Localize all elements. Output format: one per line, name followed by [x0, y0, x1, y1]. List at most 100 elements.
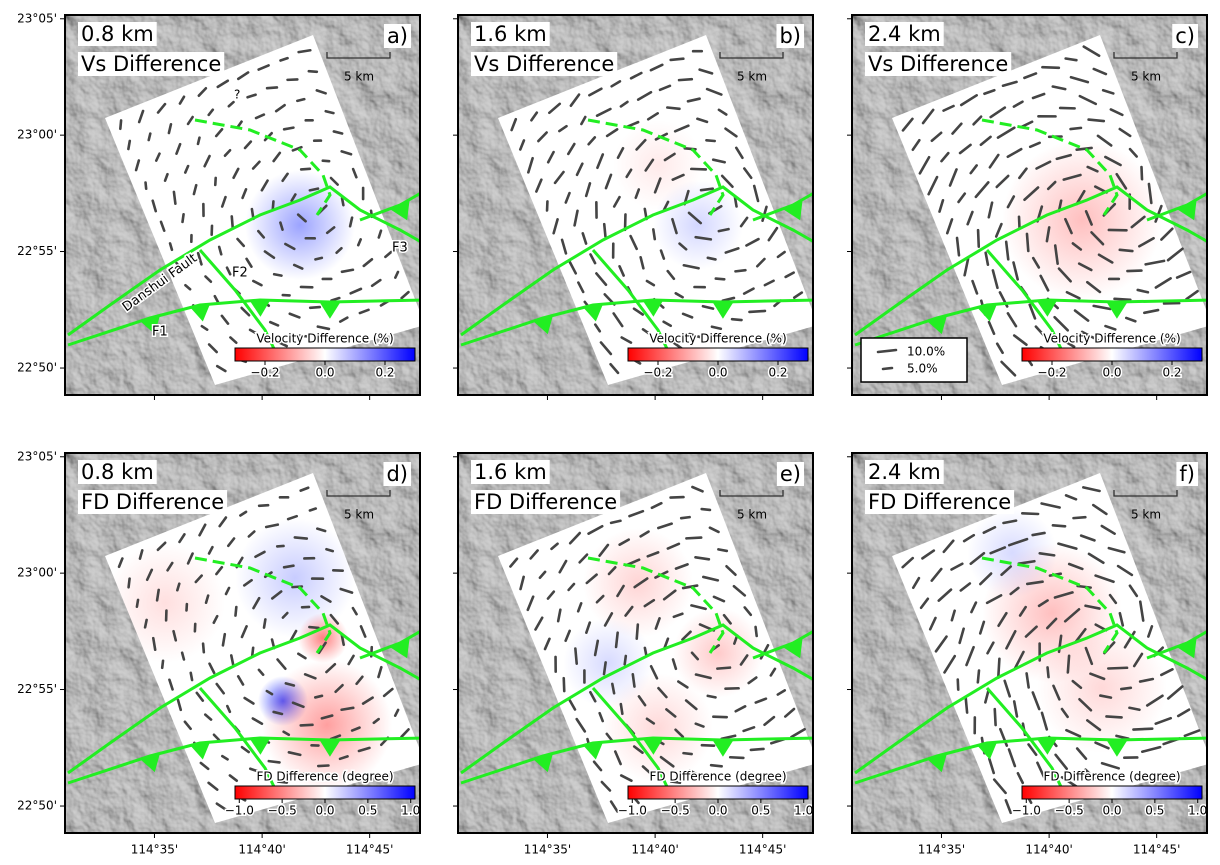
- anisotropy-bar: [149, 134, 151, 140]
- x-tick-label: 114°35': [131, 843, 178, 857]
- anisotropy-bar: [315, 696, 322, 698]
- y-tick-label: 22°55': [17, 244, 57, 258]
- colorbar-title: FD Difference (degree): [1043, 770, 1180, 784]
- panel-letter: a): [387, 24, 408, 48]
- depth-label: 0.8 km: [81, 22, 154, 46]
- anisotropy-bar: [235, 607, 236, 616]
- anisotropy-bar: [310, 307, 320, 308]
- depth-label: 1.6 km: [474, 460, 547, 484]
- anisotropy-bar: [735, 270, 745, 271]
- anisotropy-bar: [713, 717, 726, 718]
- anisotropy-bar: [1108, 668, 1127, 669]
- colorbar-tick-label: 0.5: [751, 804, 770, 818]
- scale-bar-label: 5 km: [344, 508, 374, 522]
- anisotropy-bar: [966, 697, 967, 712]
- fault-label: F3: [392, 241, 408, 256]
- anisotropy-bar: [182, 653, 184, 660]
- anisotropy-bar: [264, 619, 265, 627]
- anisotropy-bar: [706, 140, 714, 141]
- anisotropy-bar: [653, 229, 654, 239]
- anisotropy-bar: [1068, 656, 1069, 673]
- panel-title: FD Difference: [474, 490, 617, 514]
- anisotropy-bar: [612, 684, 614, 693]
- panel-title: FD Difference: [868, 490, 1011, 514]
- anisotropy-bar: [708, 258, 716, 260]
- colorbar: [628, 348, 808, 361]
- scale-bar-label: 5 km: [344, 70, 374, 84]
- anisotropy-bar: [621, 704, 622, 714]
- legend-bar: [883, 368, 892, 369]
- anisotropy-bar: [708, 696, 716, 698]
- anisotropy-bar: [299, 50, 311, 52]
- colorbar-title: FD Difference (degree): [256, 770, 393, 784]
- panel-title: Vs Difference: [81, 52, 221, 76]
- anisotropy-bar: [671, 497, 684, 498]
- anisotropy-bar: [978, 230, 979, 247]
- colorbar-tick-label: −0.5: [268, 804, 297, 818]
- anisotropy-bar: [309, 627, 318, 628]
- anomaly: [1002, 140, 1162, 300]
- anisotropy-bar: [1115, 299, 1131, 300]
- anisotropy-bar: [575, 649, 576, 664]
- colorbar-tick-label: 0.2: [375, 366, 394, 380]
- anisotropy-bar: [145, 620, 147, 627]
- anisotropy-bar: [301, 725, 313, 726]
- colorbar-tick-label: 0.2: [1162, 366, 1181, 380]
- scale-bar-label: 5 km: [737, 508, 767, 522]
- anisotropy-bar: [310, 509, 316, 511]
- colorbar: [628, 786, 808, 799]
- anisotropy-bar: [1078, 586, 1091, 588]
- x-tick-label: 114°40': [1025, 843, 1072, 857]
- anisotropy-bar: [198, 138, 199, 144]
- anisotropy-bar: [284, 128, 293, 130]
- anisotropy-bar: [995, 709, 996, 725]
- x-tick-label: 114°35': [524, 843, 571, 857]
- fault-label: F1: [152, 325, 168, 340]
- anisotropy-bar: [146, 183, 147, 189]
- anisotropy-bar: [604, 224, 605, 236]
- colorbar: [235, 348, 415, 361]
- y-tick-label: 22°50': [17, 799, 57, 813]
- y-tick-label: 23°05': [17, 449, 57, 463]
- anisotropy-bar: [701, 189, 713, 191]
- anisotropy-bar: [170, 243, 172, 249]
- anisotropy-bar: [1074, 517, 1086, 518]
- anisotropy-bar: [297, 99, 304, 101]
- anisotropy-bar: [342, 198, 343, 205]
- figure: Danshui FaultF1F2F3?0.8 kmVs Differencea…: [0, 0, 1220, 861]
- colorbar-tick-label: 0.0: [708, 366, 727, 380]
- anisotropy-bar: [269, 761, 280, 762]
- anomaly-blob: [1002, 140, 1162, 300]
- anisotropy-bar: [716, 279, 724, 280]
- colorbar-tick-label: 1.0: [401, 804, 420, 818]
- y-tick-label: 23°00': [17, 566, 57, 580]
- anisotropy-bar: [326, 549, 332, 551]
- anomaly: [245, 170, 355, 280]
- anisotropy-bar: [1141, 167, 1142, 179]
- panel-title: Vs Difference: [868, 52, 1008, 76]
- anisotropy-bar: [183, 214, 184, 222]
- anisotropy-bar: [1121, 688, 1131, 689]
- anisotropy-bar: [732, 319, 741, 320]
- colorbar-tick-label: 0.5: [358, 804, 377, 818]
- anisotropy-bar: [978, 671, 979, 683]
- anisotropy-bar: [717, 668, 730, 669]
- anisotropy-bar: [702, 509, 710, 510]
- panel-letter: b): [779, 24, 801, 48]
- depth-label: 2.4 km: [868, 22, 941, 46]
- anisotropy-bar: [129, 579, 130, 588]
- colorbar-tick-label: −0.2: [250, 366, 279, 380]
- anisotropy-bar: [309, 71, 317, 72]
- x-tick-label: 114°45': [739, 843, 786, 857]
- anisotropy-bar: [616, 633, 618, 647]
- colorbar-title: Velocity Difference (%): [1043, 332, 1180, 346]
- anisotropy-bar: [284, 566, 293, 568]
- colorbar-tick-label: 0.0: [315, 804, 334, 818]
